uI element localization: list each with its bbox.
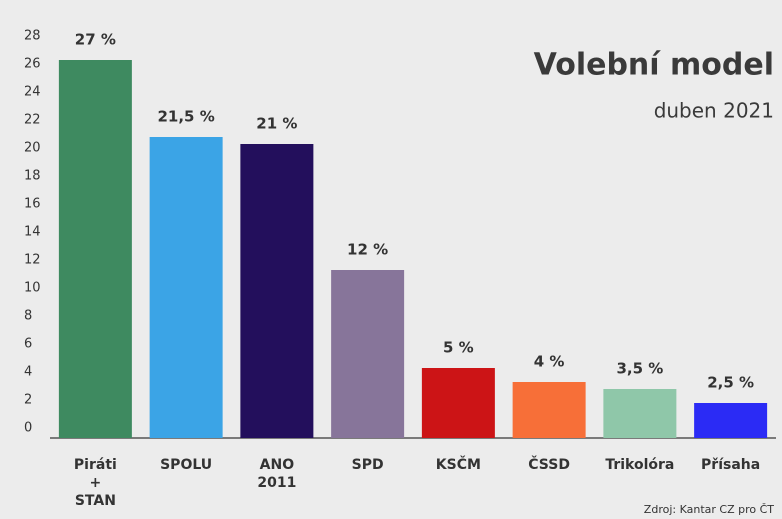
x-tick-label: KSČM xyxy=(435,457,481,473)
bar xyxy=(331,270,405,438)
y-tick-label: 6 xyxy=(24,337,32,352)
x-tick-label: ANO 2011 xyxy=(257,457,297,491)
value-label: 12 % xyxy=(347,241,388,259)
y-tick-label: 28 xyxy=(24,29,41,44)
y-tick-label: 22 xyxy=(24,113,41,128)
y-tick-label: 2 xyxy=(24,393,32,408)
chart-title: Volební model xyxy=(534,48,774,83)
x-tick-label: ČSSD xyxy=(528,457,570,473)
value-label: 3,5 % xyxy=(616,360,663,378)
bar xyxy=(58,60,132,438)
bar xyxy=(421,368,495,438)
value-label: 21 % xyxy=(256,115,297,133)
y-tick-label: 16 xyxy=(24,197,41,212)
value-label: 21,5 % xyxy=(157,108,214,126)
bar xyxy=(240,144,314,438)
y-tick-label: 14 xyxy=(24,225,41,240)
y-tick-label: 4 xyxy=(24,365,32,380)
y-tick-label: 20 xyxy=(24,141,41,156)
x-tick-label: SPD xyxy=(351,457,384,473)
x-tick-label: SPOLU xyxy=(160,457,213,473)
y-tick-label: 0 xyxy=(24,421,32,436)
y-tick-label: 18 xyxy=(24,169,41,184)
chart-subtitle: duben 2021 xyxy=(654,99,774,123)
value-label: 2,5 % xyxy=(707,374,754,392)
x-tick-label: Trikolóra xyxy=(605,457,675,473)
y-tick-label: 26 xyxy=(24,57,41,72)
value-label: 27 % xyxy=(75,31,116,49)
y-tick-label: 24 xyxy=(24,85,41,100)
y-tick-label: 8 xyxy=(24,309,32,324)
value-label: 4 % xyxy=(534,353,565,371)
bar xyxy=(149,137,223,438)
bar xyxy=(694,403,768,438)
x-tick-label: Přísaha xyxy=(701,457,761,473)
bar xyxy=(603,389,677,438)
bar xyxy=(512,382,586,438)
source: Zdroj: Kantar CZ pro ČT xyxy=(644,503,774,516)
y-tick-label: 10 xyxy=(24,281,41,296)
x-tick-label: Piráti + STAN xyxy=(73,457,117,509)
value-label: 5 % xyxy=(443,339,474,357)
y-tick-label: 12 xyxy=(24,253,41,268)
